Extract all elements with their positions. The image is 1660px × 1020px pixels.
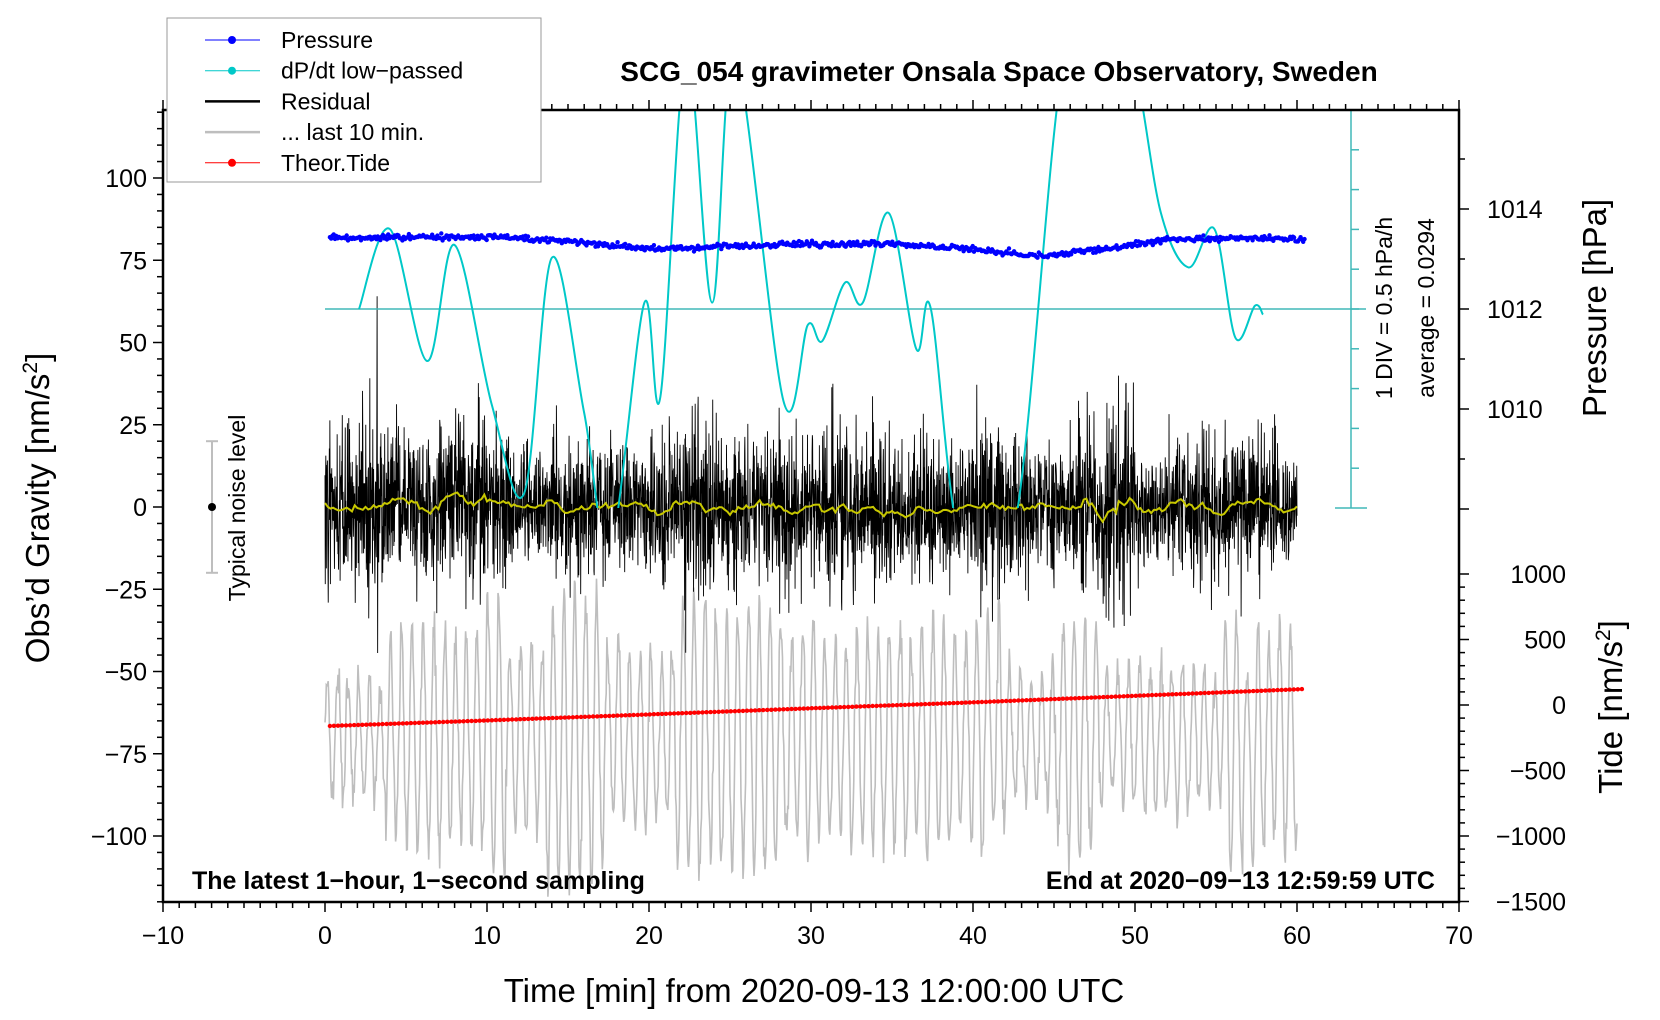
tide-tick-label: −500 — [1510, 758, 1566, 786]
pressure-point — [439, 231, 444, 236]
tide-label-end: ] — [1592, 620, 1629, 629]
last-10-min-line — [324, 578, 1298, 897]
legend-item: Pressure — [205, 27, 373, 53]
y-tick-label: −50 — [105, 659, 147, 687]
x-tick-label: 20 — [635, 922, 663, 950]
legend-label: Pressure — [281, 27, 373, 53]
y-tick-label: 25 — [119, 412, 147, 440]
y-tick-label: −100 — [91, 823, 147, 851]
y-tick-label: −75 — [105, 741, 147, 769]
tide-line — [329, 687, 1302, 728]
tide-tick-label: 500 — [1524, 627, 1566, 655]
theor-tide-series — [327, 686, 1305, 729]
axes: −10 0 10 20 30 40 50 60 701007550250−25−50−75−10… — [91, 100, 1566, 950]
tide-tick-label: 1000 — [1510, 561, 1566, 589]
y-label-end: ] — [19, 353, 56, 362]
tide-tick-label: −1500 — [1496, 889, 1566, 917]
legend-box — [166, 17, 542, 183]
pressure-tick-label: 1014 — [1487, 196, 1543, 224]
residual-series — [324, 296, 1298, 654]
pressure-point — [446, 237, 452, 242]
legend-item: Theor.Tide — [205, 150, 390, 176]
pressure-point — [1291, 235, 1297, 240]
x-axis-title: Time [min] from 2020-09-13 12:00:00 UTC — [504, 972, 1125, 1009]
pressure-point — [471, 233, 476, 238]
pressure-point — [1201, 233, 1206, 238]
y-tick-label: 75 — [119, 247, 147, 275]
x-tick-label: −10 — [142, 922, 184, 950]
legend-label: ... last 10 min. — [281, 119, 424, 145]
x-tick-label: 30 — [797, 922, 825, 950]
y-tick-label: 50 — [119, 330, 147, 358]
last-10-min-series — [324, 578, 1298, 897]
x-tick-label: 10 — [473, 922, 501, 950]
x-tick-label: 70 — [1445, 922, 1473, 950]
y-axis-title-left: Obs’d Gravity [nm/s2] — [19, 353, 56, 664]
x-tick-label: 40 — [959, 922, 987, 950]
pressure-point — [830, 239, 835, 245]
y-tick-label: −25 — [105, 576, 147, 604]
legend-label: Theor.Tide — [281, 150, 390, 176]
pressure-point — [1302, 236, 1307, 242]
residual-smoothed-series — [324, 491, 1298, 524]
tide-tick-label: 0 — [1552, 692, 1566, 720]
legend-swatch-marker — [228, 36, 236, 44]
pressure-point — [615, 240, 620, 245]
legend-swatch-marker — [228, 158, 236, 167]
y-axis-title-pressure: Pressure [hPa] — [1576, 199, 1613, 417]
legend-item: dP/dt low−passed — [205, 58, 463, 84]
noise-label: Typical noise level — [224, 415, 250, 602]
pressure-point — [344, 233, 349, 238]
pressure-point — [544, 235, 549, 240]
pressure-point — [505, 233, 510, 238]
pressure-point — [484, 237, 489, 243]
x-tick-label: 60 — [1283, 922, 1311, 950]
pressure-point — [1267, 233, 1272, 238]
pressure-point — [1006, 246, 1012, 251]
pressure-point — [651, 243, 657, 248]
pressure-point — [378, 237, 383, 243]
noise-center-dot — [208, 503, 216, 511]
pressure-tick-label: 1010 — [1487, 396, 1543, 424]
pressure-point — [623, 241, 628, 247]
legend: Pressure dP/dt low−passed Residual ... last… — [166, 17, 542, 183]
pressure-point — [855, 239, 860, 244]
legend-item: Residual — [205, 88, 371, 114]
legend-label: Residual — [281, 88, 371, 114]
y-tick-label: 0 — [133, 494, 147, 522]
pressure-tick-label: 1012 — [1487, 296, 1543, 324]
tide-label-main: Tide [nm/s — [1592, 641, 1629, 794]
x-tick-label: 0 — [318, 922, 332, 950]
dpdt-line — [358, 110, 1264, 508]
pressure-series — [327, 231, 1307, 260]
pressure-point — [1158, 241, 1163, 246]
y-axis-title-tide: Tide [nm/s2] — [1592, 620, 1629, 794]
average-label: average = 0.0294 — [1413, 218, 1439, 398]
bottom-left-note: The latest 1−hour, 1−second sampling — [192, 867, 645, 895]
noise-level-indicator: Typical noise level — [206, 415, 250, 602]
legend-label: dP/dt low−passed — [281, 58, 463, 84]
y-tick-label: 100 — [105, 165, 147, 193]
pressure-point — [1035, 255, 1040, 260]
dpdt-series — [358, 110, 1264, 508]
residual-smoothed-line — [324, 491, 1298, 524]
pressure-point — [525, 234, 531, 239]
tide-label-sup: 2 — [1592, 629, 1615, 641]
pressure-point — [1114, 243, 1119, 248]
legend-item: ... last 10 min. — [205, 119, 424, 145]
div-label: 1 DIV = 0.5 hPa/h — [1371, 217, 1397, 399]
pressure-point — [1093, 250, 1099, 255]
bottom-right-note: End at 2020−09−13 12:59:59 UTC — [1046, 867, 1435, 895]
chart-title: SCG_054 gravimeter Onsala Space Observat… — [620, 56, 1377, 87]
tide-tick-label: −1000 — [1496, 823, 1566, 851]
y-label-main: Obs’d Gravity [nm/s — [19, 374, 56, 664]
dpdt-scale-bar — [325, 109, 1367, 509]
x-tick-label: 50 — [1121, 922, 1149, 950]
pressure-point — [890, 239, 895, 244]
legend-swatch-marker — [228, 66, 236, 75]
residual-line — [324, 296, 1298, 654]
y-label-sup: 2 — [19, 362, 42, 374]
